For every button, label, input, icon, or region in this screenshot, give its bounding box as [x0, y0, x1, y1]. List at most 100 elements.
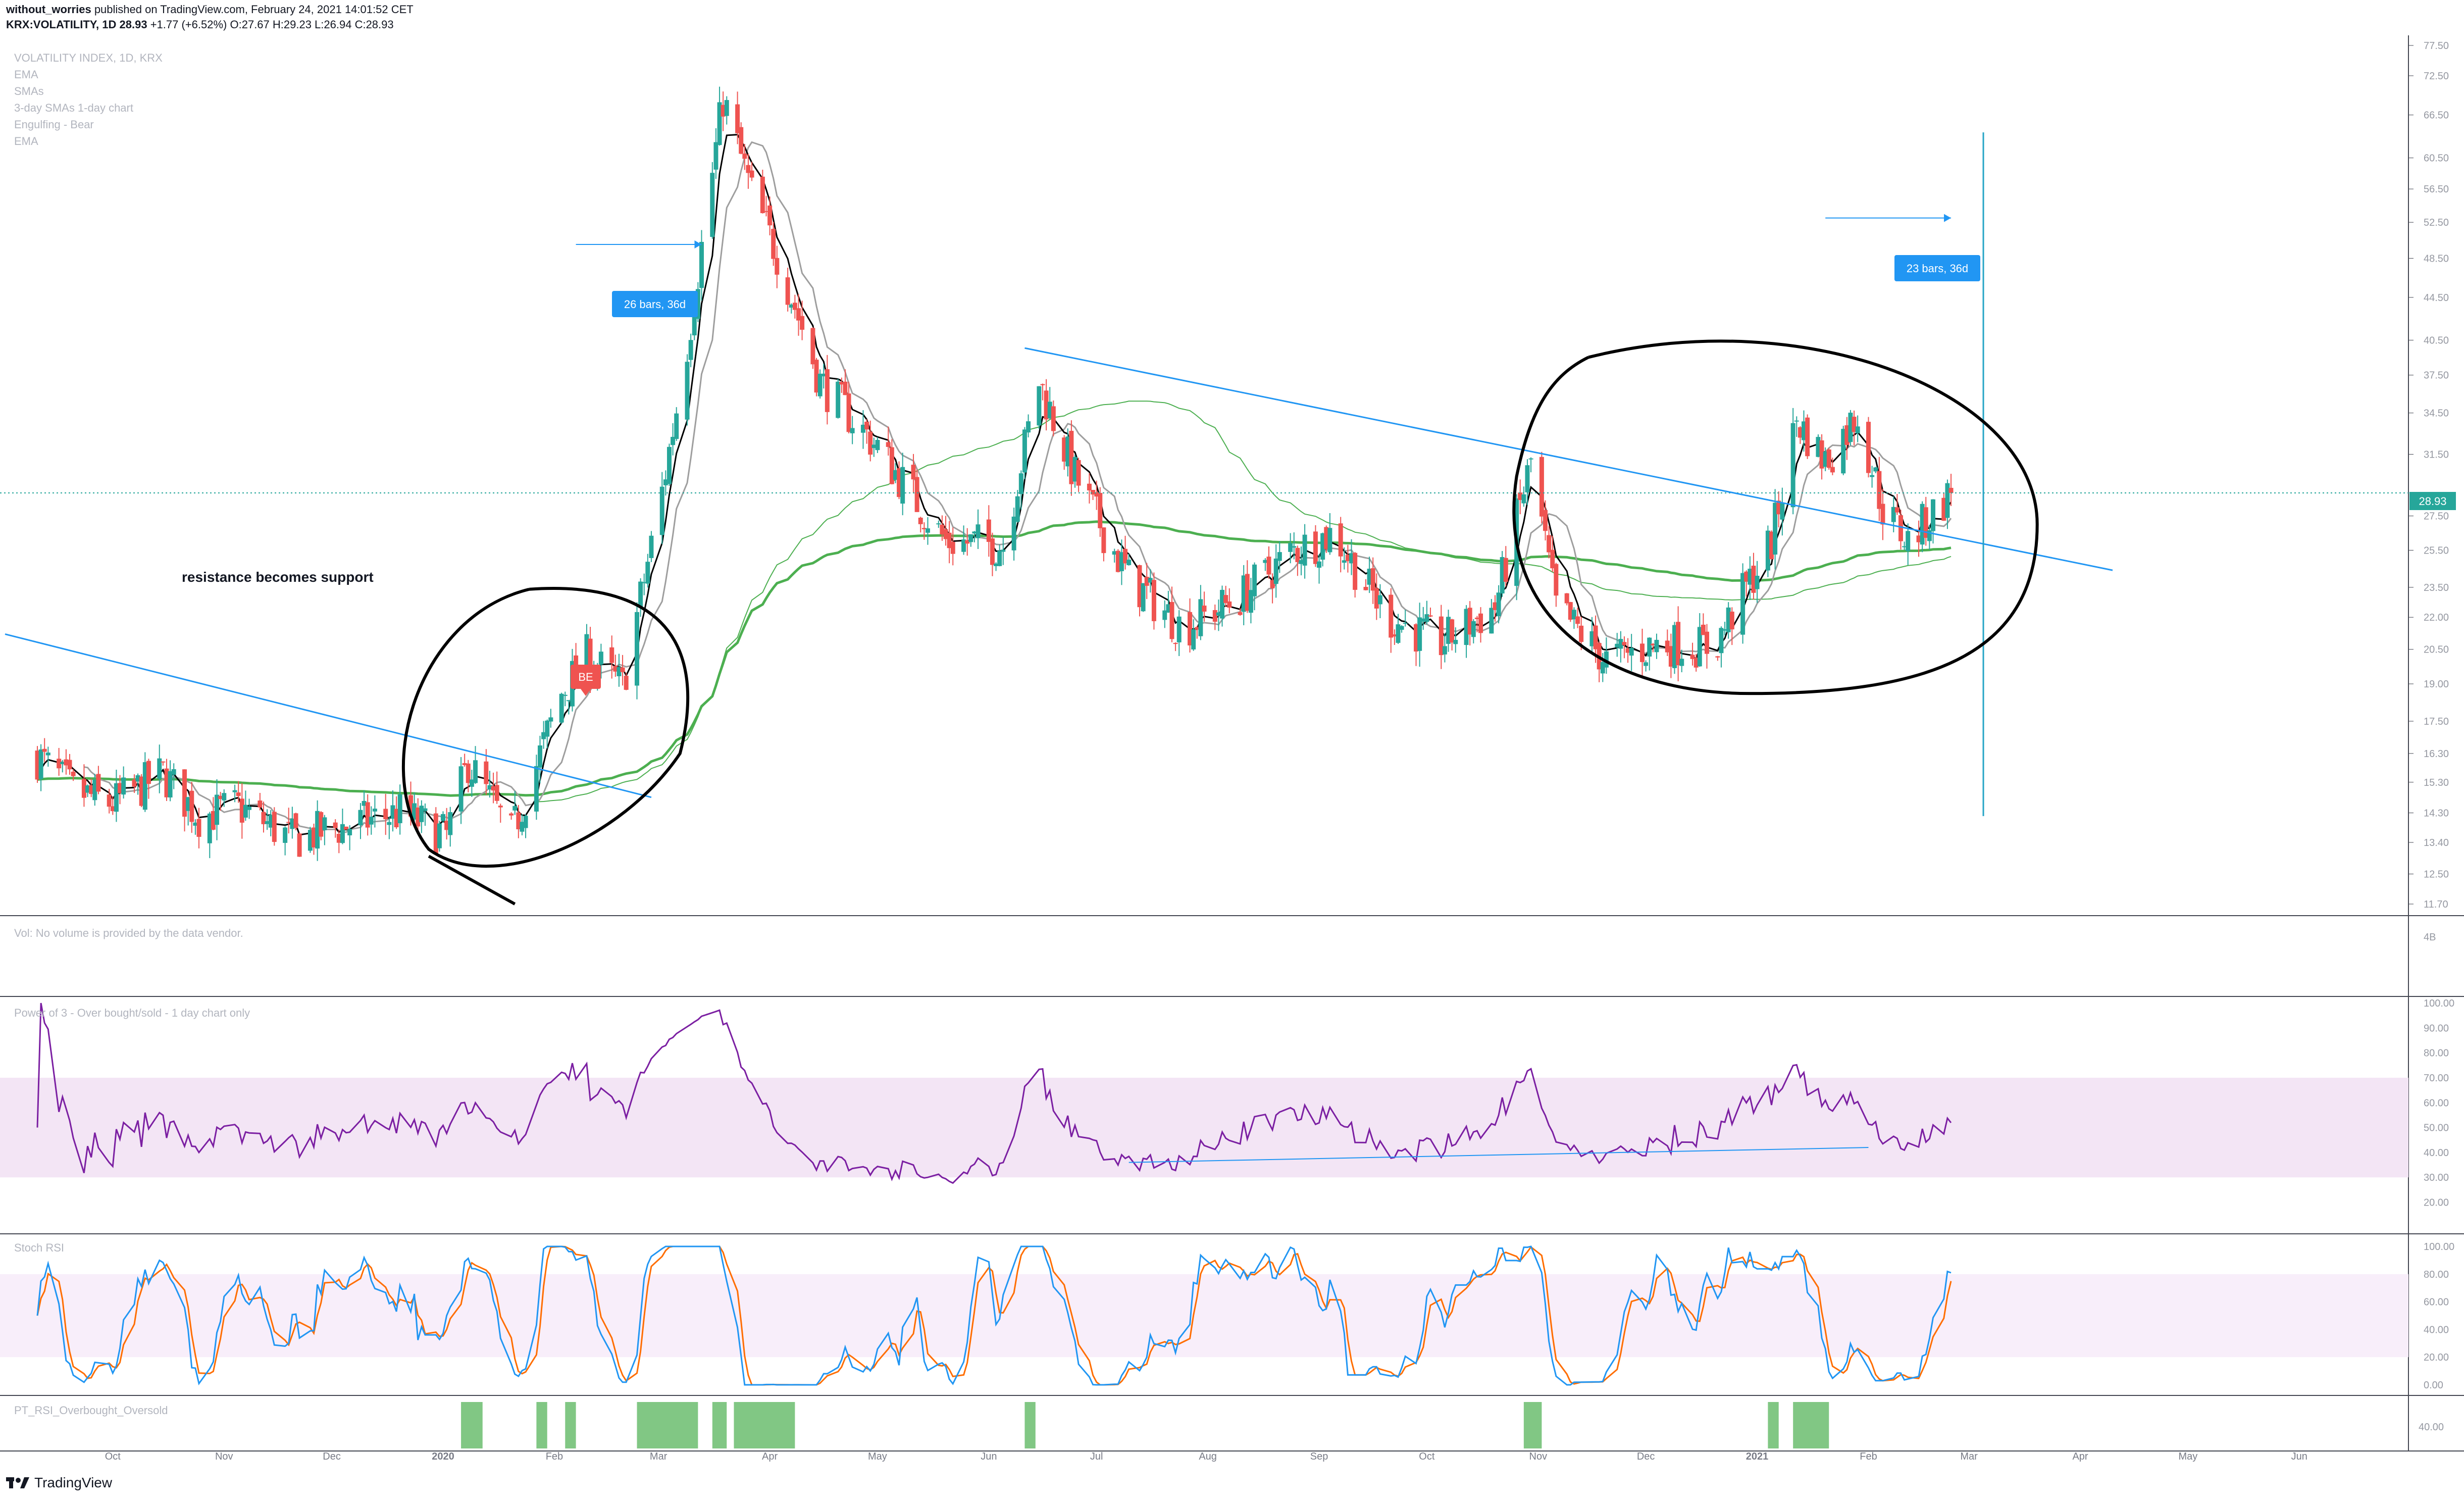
trendline-resistance	[1024, 347, 2113, 571]
stoch-tick-label: 40.00	[2424, 1324, 2449, 1335]
candle-body	[1241, 575, 1246, 612]
publisher-name[interactable]: without_worries	[6, 3, 91, 16]
candle-body	[1453, 639, 1458, 644]
candle-body	[588, 638, 593, 681]
power-tick-label: 100.00	[2424, 998, 2454, 1009]
candle-body	[347, 829, 352, 835]
candle-body	[976, 524, 981, 538]
annotation-text[interactable]: resistance becomes support	[182, 569, 374, 585]
sma-100-line	[536, 400, 1952, 803]
time-tick-label: Jun	[981, 1451, 997, 1462]
pt-signal-bar	[1024, 1402, 1036, 1448]
candle-body	[1823, 452, 1828, 467]
candle-body	[1866, 422, 1871, 473]
candle-body	[997, 550, 1002, 566]
candle-body	[1417, 617, 1422, 651]
candle-body	[218, 795, 223, 799]
candle-body	[1273, 558, 1278, 584]
candle-body	[1891, 507, 1896, 522]
time-tick-label: Mar	[650, 1451, 668, 1462]
power-pane-label: Power of 3 - Over bought/sold - 1 day ch…	[14, 1007, 250, 1019]
symbol-name[interactable]: KRX:VOLATILITY, 1D	[6, 18, 117, 31]
candle-body	[1618, 639, 1623, 649]
time-tick-label: Sep	[1310, 1451, 1328, 1462]
stoch-band	[0, 1274, 2408, 1358]
candle-body	[512, 806, 518, 811]
candle-body	[1069, 431, 1074, 484]
candle-body	[161, 761, 166, 763]
candle-body	[1898, 515, 1903, 541]
candle-body	[1705, 631, 1710, 654]
candle-body	[860, 424, 865, 433]
candle-body	[1941, 497, 1946, 521]
price-tick-label: 66.50	[2424, 110, 2449, 121]
candle-body	[1478, 613, 1483, 633]
candle-body	[1396, 624, 1401, 643]
candle-body	[1945, 483, 1950, 518]
candle-body	[900, 467, 905, 504]
candle-body	[1521, 494, 1526, 504]
candle-body	[1091, 490, 1096, 495]
time-tick-label: Oct	[1419, 1451, 1435, 1462]
time-tick-label: Feb	[546, 1451, 563, 1462]
candle-body	[1841, 429, 1846, 474]
candle-body	[972, 531, 977, 534]
candle-body	[520, 822, 525, 832]
measure-label-right[interactable]	[1894, 255, 1980, 281]
candle-body	[42, 748, 47, 752]
trendline-old	[5, 633, 652, 798]
stoch-rsi-pane: 100.00 80.00 60.00 40.00 20.00 0.00	[0, 1241, 2454, 1391]
measure-text-left: 26 bars, 36d	[624, 298, 686, 311]
candle-body	[1123, 548, 1128, 564]
price-tick-label: 60.50	[2424, 153, 2449, 164]
tradingview-logo[interactable]: TradingView	[6, 1475, 112, 1491]
candle-body	[1493, 602, 1498, 610]
candle-body	[81, 779, 86, 798]
candle-body	[307, 830, 313, 851]
publish-info: without_worries published on TradingView…	[6, 2, 414, 17]
candle-body	[433, 813, 438, 854]
candle-body	[1589, 631, 1595, 646]
candle-body	[1270, 580, 1275, 588]
power-tick-label: 20.00	[2424, 1197, 2449, 1209]
price-tick-label: 44.50	[2424, 292, 2449, 304]
price-tick-label: 23.50	[2424, 582, 2449, 593]
candle-body	[383, 809, 388, 819]
price-tick-label: 40.50	[2424, 335, 2449, 346]
candle-body	[1676, 622, 1681, 666]
time-tick-label: May	[868, 1451, 887, 1462]
measure-label-left[interactable]	[612, 291, 698, 317]
candle-body	[1374, 588, 1379, 609]
candle-body	[1327, 528, 1332, 553]
legend-item: EMA	[14, 68, 38, 81]
candle-body	[825, 369, 830, 412]
stoch-d-line	[36, 1245, 1952, 1386]
candle-body	[1011, 516, 1016, 550]
candle-body	[1248, 590, 1253, 613]
ema-200-line	[37, 520, 1952, 797]
candle-body	[1377, 595, 1382, 605]
candle-body	[1726, 607, 1731, 632]
be-label: BE	[578, 671, 593, 683]
bear-engulfing-marker[interactable]: BE	[571, 665, 601, 696]
candle-body	[559, 693, 564, 723]
candle-body	[1830, 467, 1835, 473]
candle-body	[92, 779, 97, 800]
pt-signal-bar	[734, 1402, 795, 1448]
candle-body	[247, 806, 252, 810]
candle-body	[609, 647, 614, 663]
candle-body	[408, 795, 414, 817]
candle-body	[1571, 610, 1576, 620]
time-tick-label: Apr	[2072, 1451, 2088, 1462]
candle-body	[836, 381, 841, 418]
candle-body	[814, 360, 819, 393]
candlesticks	[0, 86, 2408, 861]
legend-item: VOLATILITY INDEX, 1D, KRX	[14, 52, 163, 64]
candle-body	[1776, 500, 1781, 515]
time-tick-label: Nov	[215, 1451, 233, 1462]
candle-body	[444, 821, 449, 830]
candle-body	[1176, 616, 1182, 642]
legend: VOLATILITY INDEX, 1D, KRX EMA SMAs 3-day…	[14, 52, 163, 147]
candle-body	[494, 785, 499, 801]
